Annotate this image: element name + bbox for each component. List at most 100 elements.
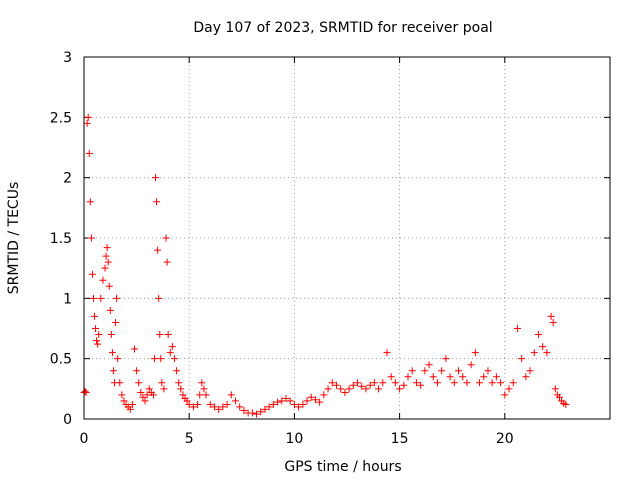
data-point (126, 405, 134, 413)
data-point (135, 379, 143, 387)
data-point (311, 396, 319, 404)
data-point (366, 381, 374, 389)
data-point (154, 246, 162, 254)
data-point (155, 294, 163, 302)
y-tick-label: 2 (63, 171, 72, 187)
data-point (120, 397, 128, 405)
data-point (497, 379, 505, 387)
y-tick-label: 3 (63, 50, 72, 66)
data-point (328, 379, 336, 387)
data-point (438, 367, 446, 375)
data-point (549, 318, 557, 326)
data-point (88, 270, 96, 278)
data-point (112, 318, 120, 326)
data-point (383, 349, 391, 357)
data-point (143, 391, 151, 399)
data-point (412, 379, 420, 387)
data-point (345, 385, 353, 393)
data-point (379, 379, 387, 387)
data-point (91, 312, 99, 320)
data-point (109, 367, 117, 375)
data-point (236, 403, 244, 411)
chart-title: Day 107 of 2023, SRMTID for receiver poa… (193, 20, 492, 36)
x-tick-label: 5 (185, 431, 194, 447)
data-point (539, 343, 547, 351)
data-point (248, 409, 256, 417)
data-point (562, 401, 570, 409)
data-point (128, 401, 136, 409)
plot-frame (83, 56, 611, 420)
data-point (370, 379, 378, 387)
data-point (152, 174, 160, 182)
data-point (320, 391, 328, 399)
data-point (290, 401, 298, 409)
data-point (530, 349, 538, 357)
data-point (240, 407, 248, 415)
data-point (518, 355, 526, 363)
y-tick-label: 0 (63, 412, 72, 428)
data-point (179, 391, 187, 399)
data-point (513, 325, 521, 332)
data-point (303, 397, 311, 405)
data-point (492, 373, 500, 381)
data-point (286, 397, 294, 405)
data-point (505, 385, 513, 393)
data-point (261, 405, 269, 413)
data-point (387, 373, 395, 381)
data-point (476, 379, 484, 387)
data-point (158, 379, 166, 387)
data-point (526, 367, 534, 375)
data-point (89, 294, 97, 302)
data-point (150, 355, 158, 363)
data-point (105, 282, 113, 290)
data-point (471, 349, 479, 357)
data-point (102, 252, 110, 260)
y-tick-label: 1.5 (50, 231, 72, 247)
data-point (299, 401, 307, 409)
data-point (391, 379, 399, 387)
data-point (114, 355, 122, 363)
data-point (108, 349, 116, 357)
data-point (156, 331, 164, 339)
data-point (375, 385, 383, 393)
data-point (307, 393, 315, 401)
data-point (145, 385, 153, 393)
data-point (92, 325, 100, 332)
grid (84, 57, 610, 419)
data-point (173, 367, 181, 375)
data-point (94, 340, 102, 348)
data-point (113, 294, 121, 302)
data-point (141, 397, 149, 405)
data-point (215, 405, 223, 413)
data-point (130, 345, 138, 353)
data-point (139, 393, 147, 401)
x-tick-label: 20 (496, 431, 514, 447)
data-point (362, 385, 370, 393)
data-point (163, 258, 171, 266)
data-point (274, 398, 282, 406)
data-point (534, 331, 542, 339)
data-point (358, 382, 366, 390)
data-point (324, 385, 332, 393)
data-point (133, 367, 141, 375)
data-point (556, 393, 564, 401)
data-point (97, 294, 105, 302)
data-point (446, 373, 454, 381)
data-point (85, 150, 93, 158)
x-tick-label: 15 (391, 431, 409, 447)
data-point (177, 385, 185, 393)
data-point (149, 391, 157, 399)
data-point (168, 343, 176, 351)
data-point (194, 401, 202, 409)
data-point (106, 306, 114, 314)
data-point (198, 379, 206, 387)
data-point (257, 408, 265, 416)
data-point (101, 264, 109, 272)
data-point (408, 367, 416, 375)
data-point (509, 379, 517, 387)
data-point (164, 331, 172, 339)
data-point (185, 401, 193, 409)
data-point (170, 355, 178, 363)
data-point (282, 394, 290, 402)
